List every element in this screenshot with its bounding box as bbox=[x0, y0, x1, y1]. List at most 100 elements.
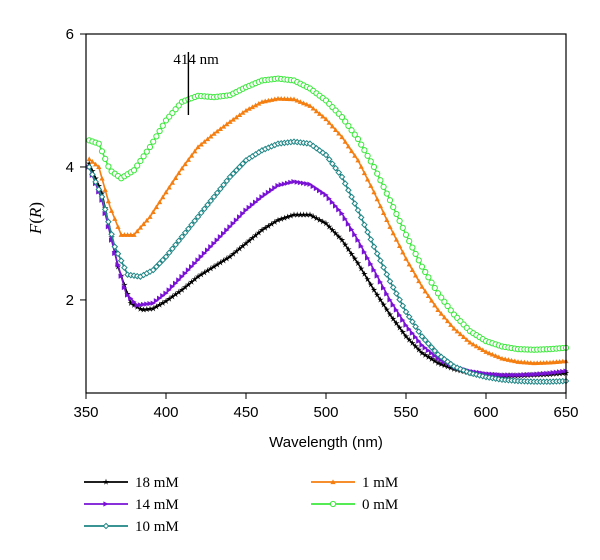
data-point bbox=[277, 215, 285, 222]
data-point bbox=[143, 148, 150, 155]
data-point bbox=[393, 210, 400, 218]
x-axis-title: Wavelength (nm) bbox=[269, 434, 383, 451]
data-point bbox=[393, 319, 400, 327]
data-point bbox=[418, 349, 426, 356]
data-point bbox=[146, 143, 154, 151]
data-point bbox=[470, 341, 476, 347]
data-point bbox=[198, 141, 204, 147]
data-point bbox=[95, 140, 102, 147]
data-point bbox=[393, 290, 400, 297]
data-point bbox=[229, 170, 237, 177]
data-point bbox=[432, 302, 438, 308]
data-point bbox=[415, 257, 422, 264]
data-point bbox=[381, 210, 387, 216]
data-point bbox=[397, 312, 403, 318]
data-point bbox=[355, 157, 361, 163]
data-point bbox=[373, 291, 381, 298]
data-point bbox=[444, 363, 451, 370]
data-point bbox=[371, 267, 377, 273]
data-point bbox=[86, 156, 92, 162]
data-point bbox=[265, 189, 271, 195]
data-point bbox=[457, 365, 464, 373]
data-point bbox=[226, 173, 234, 181]
data-point bbox=[384, 217, 390, 222]
data-point bbox=[185, 225, 192, 233]
data-point bbox=[431, 347, 439, 355]
data-point bbox=[354, 135, 362, 143]
data-point bbox=[393, 307, 399, 313]
data-point bbox=[157, 199, 163, 205]
data-point bbox=[499, 372, 505, 378]
data-point bbox=[214, 128, 220, 134]
data-point bbox=[396, 217, 403, 225]
data-point bbox=[333, 203, 339, 209]
data-point bbox=[169, 180, 175, 185]
data-point bbox=[332, 164, 339, 172]
data-point bbox=[345, 246, 352, 253]
data-point bbox=[185, 157, 191, 162]
data-point bbox=[275, 95, 281, 101]
data-point bbox=[560, 368, 566, 375]
data-point bbox=[390, 230, 396, 236]
data-point bbox=[409, 318, 416, 326]
data-point bbox=[229, 250, 237, 257]
data-point bbox=[150, 138, 157, 145]
data-point bbox=[131, 299, 137, 305]
legend-marker bbox=[102, 522, 110, 530]
data-point bbox=[163, 189, 169, 195]
data-point bbox=[101, 206, 109, 213]
data-point bbox=[144, 217, 150, 223]
data-point bbox=[301, 100, 307, 106]
data-point bbox=[157, 295, 163, 301]
data-point bbox=[98, 193, 106, 201]
data-point bbox=[304, 181, 310, 187]
data-point bbox=[435, 355, 441, 362]
data-point bbox=[175, 237, 183, 245]
data-point bbox=[345, 122, 352, 129]
data-point bbox=[402, 231, 410, 238]
data-point bbox=[528, 371, 534, 378]
data-point bbox=[300, 211, 307, 218]
data-point bbox=[281, 214, 288, 221]
data-point bbox=[473, 343, 479, 349]
legend-marker bbox=[102, 478, 110, 485]
series-14-mm bbox=[86, 164, 569, 378]
legend-marker bbox=[330, 479, 336, 485]
data-point bbox=[325, 223, 333, 230]
data-point bbox=[515, 372, 521, 378]
x-tick-label: 400 bbox=[153, 404, 178, 421]
data-point bbox=[342, 118, 349, 125]
data-point bbox=[425, 353, 432, 360]
data-point bbox=[329, 123, 335, 129]
data-point bbox=[246, 204, 252, 211]
data-point bbox=[204, 267, 211, 274]
data-point bbox=[480, 347, 486, 352]
data-point bbox=[213, 261, 221, 268]
data-point bbox=[133, 303, 141, 310]
data-point bbox=[368, 183, 374, 188]
data-point bbox=[409, 244, 416, 251]
data-point bbox=[370, 243, 378, 251]
data-point bbox=[243, 107, 249, 113]
x-tick-label: 500 bbox=[313, 404, 338, 421]
data-point bbox=[444, 358, 451, 365]
data-point bbox=[163, 290, 169, 296]
data-point bbox=[441, 355, 448, 363]
data-point bbox=[117, 257, 125, 265]
data-point bbox=[370, 286, 378, 293]
data-point bbox=[237, 214, 243, 220]
data-point bbox=[192, 148, 198, 154]
data-point bbox=[342, 216, 348, 222]
data-point bbox=[352, 153, 358, 158]
data-point bbox=[140, 153, 147, 160]
data-point bbox=[226, 253, 234, 260]
data-point bbox=[112, 250, 118, 256]
data-point bbox=[188, 221, 195, 229]
data-point bbox=[345, 221, 351, 227]
data-point bbox=[319, 218, 327, 225]
data-point bbox=[512, 358, 518, 364]
data-point bbox=[505, 357, 511, 362]
data-point bbox=[175, 288, 183, 295]
data-point bbox=[518, 372, 524, 378]
data-point bbox=[178, 286, 186, 293]
